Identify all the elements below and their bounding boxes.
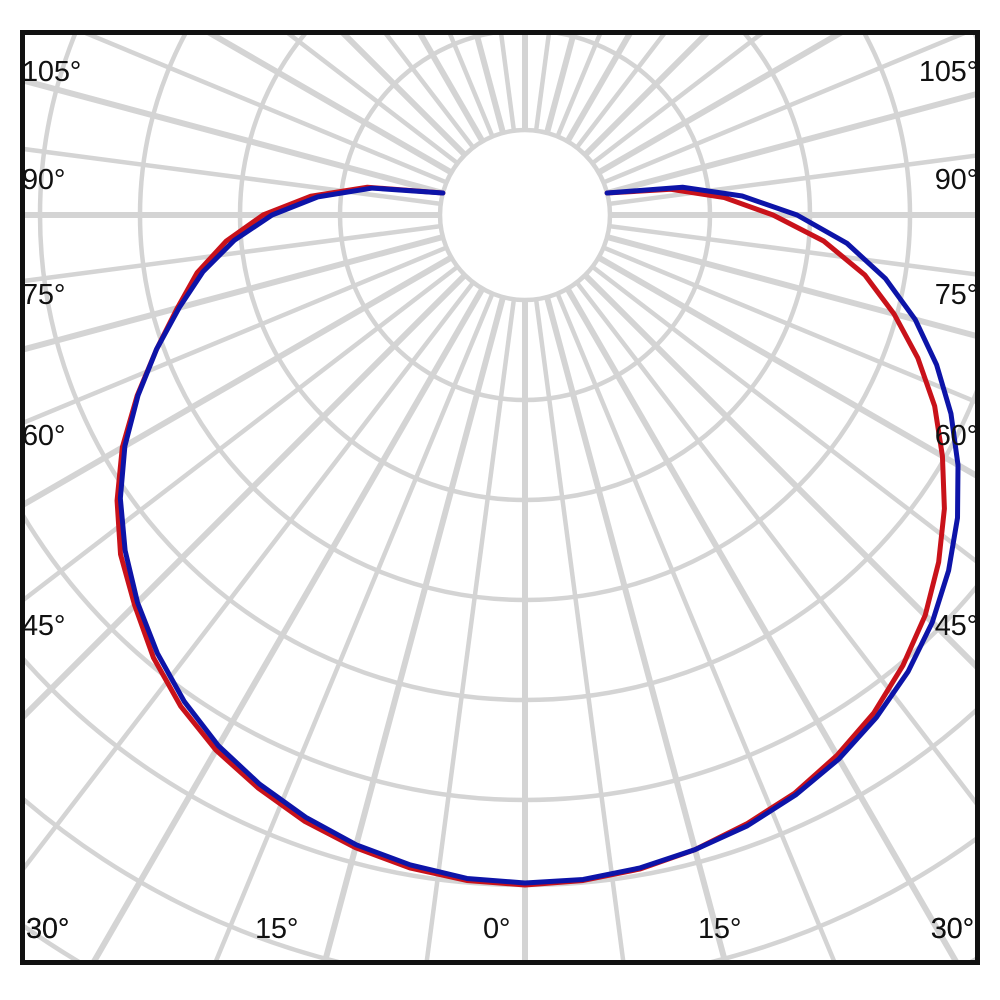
angle-label-left-60: 60°: [22, 420, 66, 452]
angle-label-right-90: 90°: [934, 164, 978, 196]
polar-grid: [25, 35, 975, 960]
plot-frame: [20, 30, 980, 965]
intensity-curves: [114, 184, 961, 888]
angle-label-bottom-left-15: 15°: [255, 913, 299, 945]
angle-label-right-75: 75°: [934, 279, 978, 311]
angle-label-bottom-left-30: 30°: [26, 913, 70, 945]
angle-label-right-60: 60°: [934, 420, 978, 452]
angle-label-left-75: 75°: [22, 279, 66, 311]
polar-grid-and-curves: [25, 35, 975, 960]
angle-label-bottom-right-15: 15°: [698, 913, 742, 945]
angle-label-left-30: 30°: [26, 913, 70, 945]
angle-label-bottom-0: 0°: [483, 913, 511, 945]
angle-label-left-45: 45°: [22, 610, 66, 642]
angle-label-right-45: 45°: [934, 610, 978, 642]
angle-label-right-105: 105°: [918, 56, 978, 88]
angle-label-bottom-right-30: 30°: [930, 913, 974, 945]
angle-label-left-105: 105°: [22, 56, 82, 88]
angle-label-left-90: 90°: [22, 164, 66, 196]
angle-label-right-30: 30°: [930, 913, 974, 945]
